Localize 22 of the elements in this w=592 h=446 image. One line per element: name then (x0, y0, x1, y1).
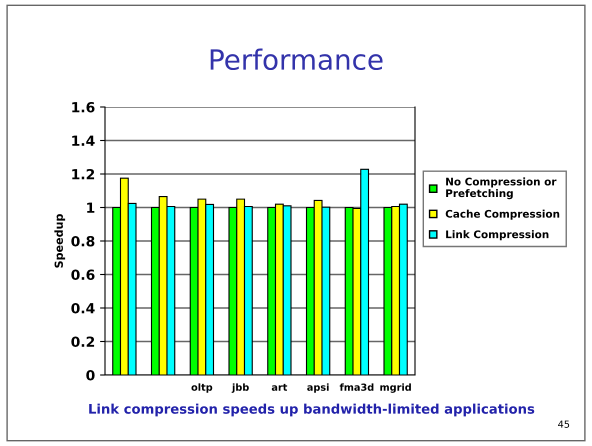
x-tick-label: art (272, 384, 288, 391)
y-tick-label: 0.4 (71, 302, 95, 314)
x-tick-label: mgrid (380, 383, 411, 393)
y-tick-label: 1 (87, 202, 94, 213)
text: Link compression speeds up bandwidth-limited applications (89, 404, 534, 416)
y-tick-label: 1.6 (72, 102, 95, 112)
x-tick-label: fma3d (340, 383, 374, 391)
legend-label: Cache Compression (446, 210, 560, 220)
x-tick-label: oltp (191, 383, 212, 393)
y-tick-label: 1.4 (72, 136, 95, 146)
chart-title: Performance (210, 48, 383, 70)
y-tick-label: 1.2 (72, 168, 94, 180)
x-tick-label: jbb (232, 383, 249, 393)
y-tick-label: 0 (86, 370, 95, 380)
x-tick-label: apsi (307, 383, 329, 393)
text: 45 (558, 420, 570, 428)
y-tick-label: 0.6 (71, 269, 95, 280)
y-axis-title: Speedup (54, 214, 66, 268)
legend-label: No Compression or Prefetching (446, 177, 556, 200)
y-tick-label: 0.2 (71, 336, 94, 347)
y-tick-label: 0.8 (71, 236, 94, 246)
legend-label: Link Compression (446, 230, 548, 240)
